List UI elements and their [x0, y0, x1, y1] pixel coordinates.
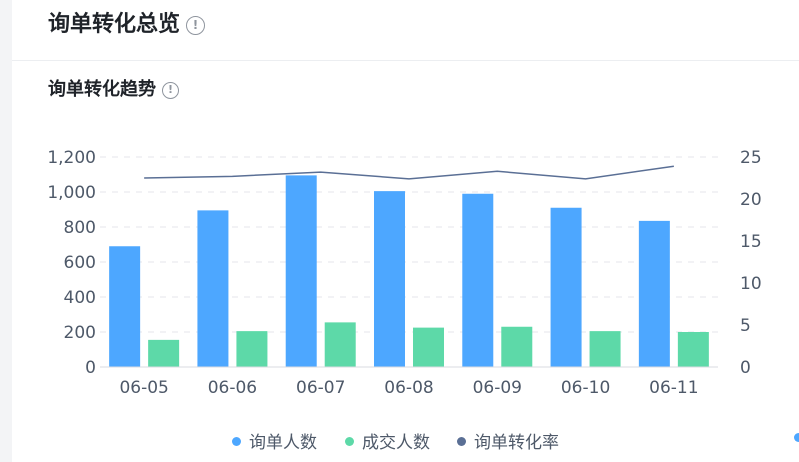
legend-label: 询单转化率	[474, 433, 559, 453]
bar-deal	[148, 339, 180, 367]
y-left-tick-label: 1,200	[47, 148, 96, 168]
bar-deal	[589, 331, 621, 367]
bar-series	[109, 175, 709, 367]
y-right-tick-label: 25	[740, 148, 762, 168]
y-right-tick-label: 5	[740, 316, 751, 336]
x-tick-label: 06-06	[208, 378, 257, 398]
bar-inquiry	[550, 207, 582, 367]
legend-dot	[232, 436, 241, 446]
legend-dot	[457, 436, 466, 446]
card-header: 询单转化总览!	[12, 0, 799, 61]
y-left-tick-label: 600	[64, 253, 96, 273]
page-title-text: 询单转化总览	[48, 12, 181, 37]
y-right-tick-label: 15	[740, 232, 762, 252]
x-tick-label: 06-07	[296, 378, 345, 398]
y-left-tick-label: 800	[64, 218, 96, 238]
bar-inquiry	[374, 191, 405, 367]
legend-label: 成交人数	[362, 433, 430, 453]
legend-item-rate[interactable]: 询单转化率	[457, 428, 559, 453]
y-left-tick-label: 1,000	[47, 183, 96, 203]
bar-deal	[677, 332, 709, 367]
section-title-text: 询单转化趋势	[48, 79, 156, 100]
section-title: 询单转化趋势!	[48, 75, 179, 101]
y-left-tick-label: 400	[64, 288, 96, 308]
rate-line-series	[144, 165, 674, 180]
bar-inquiry	[109, 246, 141, 367]
bar-deal	[413, 327, 444, 367]
info-icon[interactable]: !	[162, 81, 179, 99]
page-title: 询单转化总览!	[48, 6, 206, 38]
grid-lines	[100, 156, 718, 333]
bar-inquiry	[285, 175, 317, 367]
legend-label: 询单人数	[249, 433, 317, 453]
overview-card: 询单转化总览! 询单转化趋势! 0 200 400 600 800 1,000 1,200 0…	[12, 0, 799, 462]
trend-chart: 0 200 400 600 800 1,000 1,200 0 5 10 15 20 25 06-05 06…	[47, 148, 761, 398]
y-right-tick-label: 0	[740, 358, 751, 378]
x-tick-label: 06-11	[649, 378, 698, 398]
y-left-tick-label: 200	[64, 323, 96, 343]
chart-legend: 询单人数 成交人数 询单转化率	[12, 428, 799, 453]
bar-deal	[236, 331, 268, 367]
info-icon[interactable]: !	[186, 15, 206, 35]
rate-line	[144, 165, 674, 180]
legend-overflow-dot	[794, 433, 799, 442]
bar-deal	[501, 326, 533, 367]
bar-inquiry	[197, 210, 229, 367]
legend-item-inquiry[interactable]: 询单人数	[232, 428, 317, 453]
legend-dot	[345, 436, 354, 446]
axes: 0 200 400 600 800 1,000 1,200 0 5 10 15 20 25 06-05 06…	[47, 148, 761, 398]
x-tick-label: 06-10	[561, 378, 610, 398]
bar-deal	[324, 322, 356, 367]
x-tick-label: 06-09	[473, 378, 522, 398]
bar-inquiry	[462, 193, 494, 367]
y-right-tick-label: 20	[740, 190, 762, 210]
y-left-tick-label: 0	[85, 358, 96, 378]
y-right-tick-label: 10	[740, 274, 762, 294]
x-tick-label: 06-05	[119, 378, 168, 398]
bar-inquiry	[638, 220, 670, 367]
legend-item-deal[interactable]: 成交人数	[345, 428, 430, 453]
x-tick-label: 06-08	[384, 378, 433, 398]
